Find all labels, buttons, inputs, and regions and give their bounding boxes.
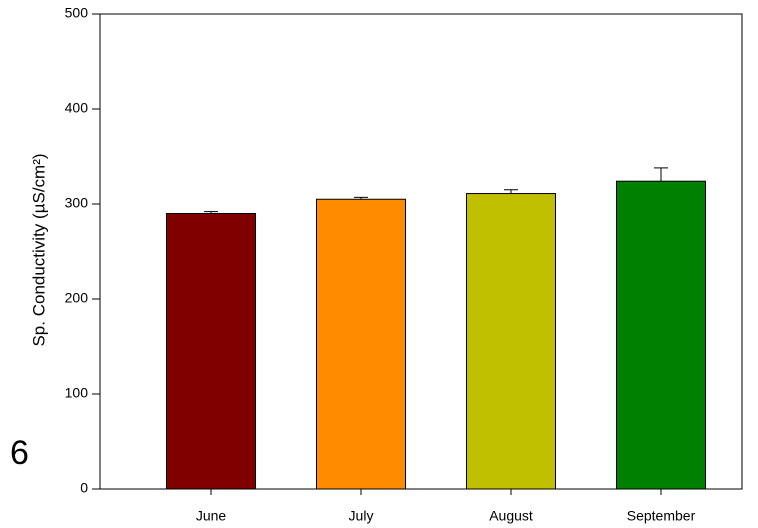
x-tick-label: August bbox=[489, 508, 533, 524]
x-tick-label: June bbox=[196, 508, 227, 524]
y-tick-label: 0 bbox=[80, 480, 88, 496]
y-tick-label: 100 bbox=[65, 385, 89, 401]
x-tick-label: September bbox=[627, 508, 696, 524]
bar bbox=[166, 213, 256, 490]
bar bbox=[466, 193, 556, 490]
y-tick-label: 200 bbox=[65, 290, 89, 306]
y-axis-label: Sp. Conductivity (µS/cm²) bbox=[29, 153, 48, 346]
x-tick-label: July bbox=[349, 508, 374, 524]
bar bbox=[316, 198, 406, 490]
bar bbox=[616, 180, 706, 490]
y-tick-label: 400 bbox=[65, 100, 89, 116]
annotation: 6 bbox=[10, 434, 29, 472]
y-tick-label: 500 bbox=[65, 5, 89, 21]
y-tick-label: 300 bbox=[65, 195, 89, 211]
plot-frame bbox=[99, 13, 743, 490]
